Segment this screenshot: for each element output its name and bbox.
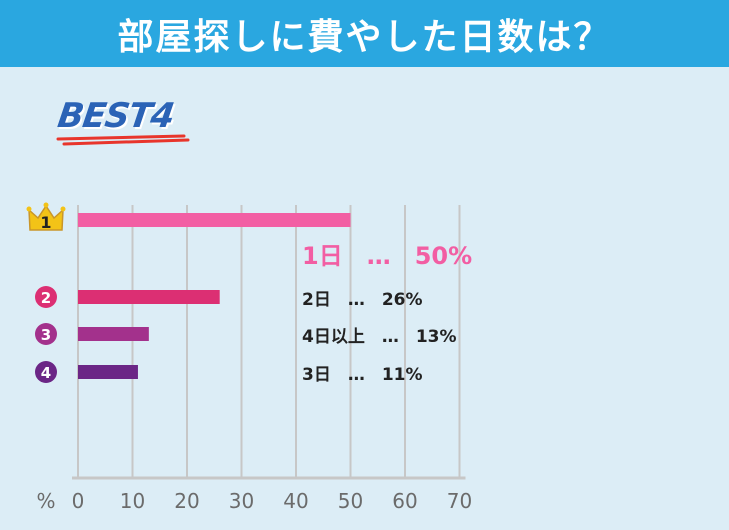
rank-number: 1 [40, 213, 51, 232]
crown-jewel [60, 206, 66, 212]
crown-icon [28, 204, 64, 231]
x-tick-label: 60 [392, 489, 417, 513]
bar-1 [78, 213, 351, 227]
rank-number: 3 [41, 326, 51, 344]
data-label: 4日以上 … 13% [302, 327, 457, 347]
x-axis-unit-label: % [36, 489, 55, 513]
x-tick-label: 20 [174, 489, 199, 513]
x-tick-label: 50 [338, 489, 363, 513]
rank-badge-3 [35, 323, 57, 345]
bar-4 [78, 365, 138, 379]
x-tick-label: 70 [447, 489, 472, 513]
page-title: 部屋探しに費やした日数は？ [117, 16, 612, 58]
data-label: 1日 … 50% [302, 242, 472, 270]
x-tick-label: 10 [120, 489, 145, 513]
rank-number: 2 [41, 289, 51, 307]
best-badge: BEST4 [55, 96, 190, 146]
rank-badge-2 [35, 286, 57, 308]
data-label: 3日 … 11% [302, 365, 423, 385]
bar-2 [78, 290, 220, 304]
crown-jewel [26, 206, 32, 212]
x-tick-label: 0 [72, 489, 85, 513]
title-bar: 部屋探しに費やした日数は？ [0, 0, 729, 67]
x-tick-label: 30 [229, 489, 254, 513]
x-tick-label: 40 [283, 489, 308, 513]
crown-jewel [43, 202, 49, 208]
bar-3 [78, 327, 149, 341]
rank-number: 4 [41, 364, 51, 382]
badge-underline-decoration [56, 134, 190, 146]
data-label: 2日 … 26% [302, 290, 423, 310]
rank-badge-4 [35, 361, 57, 383]
